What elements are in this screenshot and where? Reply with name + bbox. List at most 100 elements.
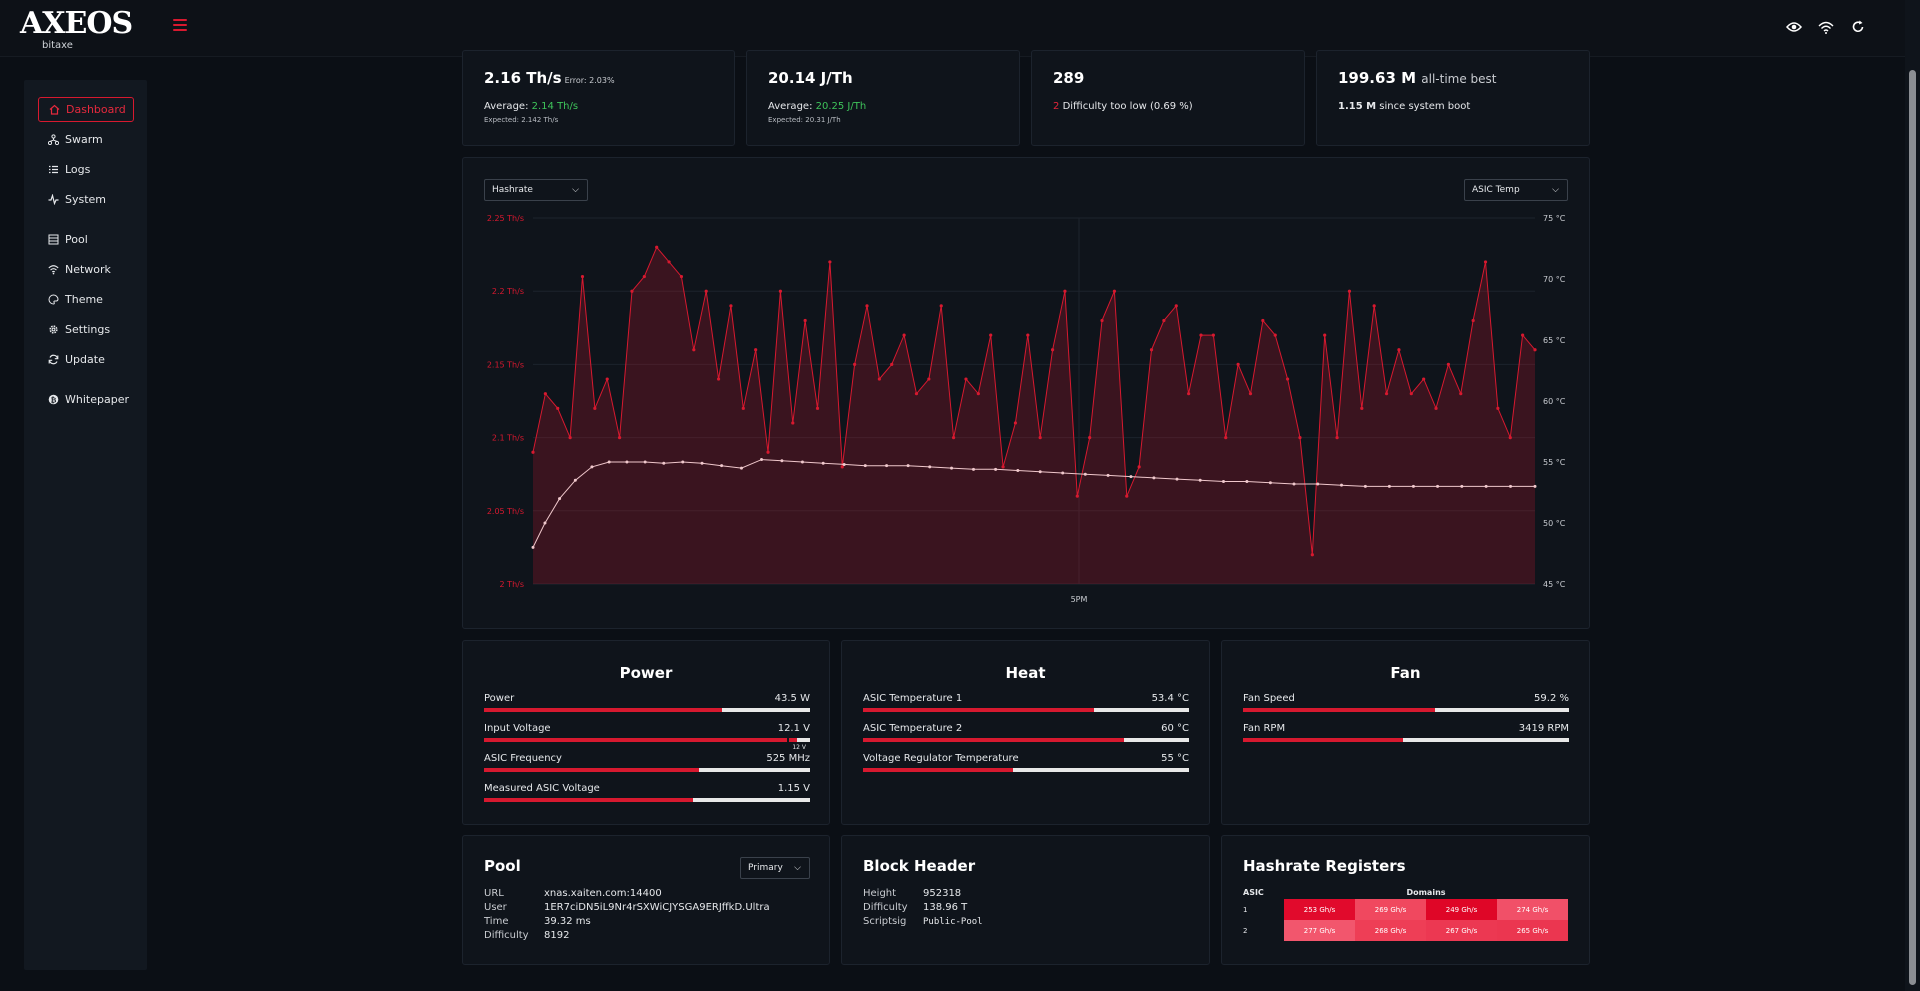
hashrate-point [630,289,634,293]
hashrate-point [778,289,783,293]
sidebar-item-label: Whitepaper [65,393,129,406]
metric-measured-asic-voltage: Measured ASIC Voltage 1.15 V [484,783,810,802]
hashrate-point [593,406,597,410]
asic-temp-point [1038,470,1042,474]
metric-value: 53.4 °C [1151,693,1189,704]
asic-temp-point [1460,484,1464,488]
row-value: 1ER7ciDN5iL9Nr4rSXWiCJYSGA9ERJffkD.Ultra [544,902,770,913]
asic-temp-point [1484,484,1488,488]
wifi-icon[interactable] [1817,18,1835,36]
sitemap-icon [48,134,59,145]
asic-temp-point [1509,484,1513,488]
metric-asic-temperature-1: ASIC Temperature 1 53.4 °C [863,693,1189,712]
asic-temp-point [1245,480,1249,484]
pool-card: Pool Primary ⌵ URL xnas.xaiten.com:14400 U… [462,835,830,965]
asic-temp-point [625,460,629,464]
pool-row-difficulty: Difficulty 8192 [484,930,569,941]
hashrate-point [840,465,844,469]
metric-value: 60 °C [1161,723,1189,734]
hashrate-point [1088,436,1092,440]
metric-progress-bar [484,738,810,742]
sidebar-item-settings[interactable]: Settings [38,317,134,342]
metric-label: Power [484,693,515,704]
pool-row-url: URL xnas.xaiten.com:14400 [484,888,662,899]
asic-temp-point [1363,484,1367,488]
sidebar-item-theme[interactable]: Theme [38,287,134,312]
eye-icon[interactable] [1785,18,1803,36]
metric-value: 3419 RPM [1518,723,1569,734]
asic-temp-point [590,465,594,469]
metric-progress-bar [1243,708,1569,712]
nav-separator [38,377,134,387]
sidebar-item-label: Logs [65,163,91,176]
metric-progress-fill [1243,708,1436,712]
menu-icon[interactable] [173,19,187,34]
refresh-icon[interactable] [1849,18,1867,36]
efficiency-expected: Expected: 20.31 J/Th [768,116,841,124]
metric-label: Fan RPM [1243,723,1286,734]
logo[interactable]: AXEOS bitaxe [20,8,133,52]
page-scrollbar[interactable] [1905,0,1920,991]
table-row: 2 277 Gh/s 268 Gh/s 267 Gh/s 265 Gh/s [1243,920,1568,941]
sidebar-item-logs[interactable]: Logs [38,157,134,182]
asic-temp-point [971,467,975,471]
asic-temp-point [643,460,647,464]
sidebar-item-swarm[interactable]: Swarm [38,127,134,152]
register-cell: 265 Gh/s [1497,920,1568,941]
hashrate-point [1026,333,1030,337]
sidebar-item-dashboard[interactable]: Dashboard [38,97,134,122]
hashrate-point [989,333,993,337]
pool-title: Pool [484,857,521,875]
asic-temp-point [543,521,547,525]
sidebar-item-system[interactable]: System [38,187,134,212]
sidebar-item-update[interactable]: Update [38,347,134,372]
block-header-row-difficulty: Difficulty 138.96 T [863,902,967,913]
metric-label: ASIC Frequency [484,753,562,764]
bitcoin-icon: ₿ [48,394,59,405]
asic-temp-point [720,464,724,468]
metric-progress-bar [1243,738,1569,742]
best-value: 199.63 M [1338,69,1417,87]
metric-progress-fill [484,708,722,712]
nav-separator [38,217,134,227]
row-value: 39.32 ms [544,916,591,927]
block-header-title: Block Header [863,857,976,875]
metric-progress-bar [863,738,1189,742]
metric-progress-fill [484,798,693,802]
pool-select[interactable]: Primary ⌵ [740,857,810,879]
row-value: xnas.xaiten.com:14400 [544,888,662,899]
hashrate-expected: Expected: 2.142 Th/s [484,116,559,124]
metric-label: Measured ASIC Voltage [484,783,600,794]
hashrate-point [791,421,795,425]
row-key: Difficulty [863,902,908,913]
row-key: User [484,902,507,913]
hashrate-point [1285,377,1290,381]
y-right-tick-label: 70 °C [1543,275,1566,284]
hashrate-point [605,377,609,381]
hashrate-point [531,450,535,454]
hashrate-registers-card: Hashrate Registers ASIC Domains 1 253 Gh/… [1221,835,1590,965]
sidebar-item-network[interactable]: Network [38,257,134,282]
row-value: 952318 [923,888,962,899]
hashrate-point [1236,362,1240,366]
rejected-reason: Difficulty too low [1062,101,1147,112]
table-row: 1 253 Gh/s 269 Gh/s 249 Gh/s 274 Gh/s [1243,899,1568,920]
y-right-tick-label: 65 °C [1543,336,1566,345]
hashrate-point [1471,318,1475,323]
hashrate-point [1162,318,1166,323]
right-series-select[interactable]: ASIC Temp ⌵ [1464,179,1568,201]
left-series-select[interactable]: Hashrate ⌵ [484,179,588,201]
block-header-row-scriptsig: Scriptsig Public-Pool [863,916,983,927]
hashrate-point [1174,304,1178,308]
register-cell: 274 Gh/s [1497,899,1568,920]
sidebar-item-pool[interactable]: Pool [38,227,134,252]
sidebar-item-whitepaper[interactable]: ₿ Whitepaper [38,387,134,412]
metric-label: Fan Speed [1243,693,1295,704]
power-title: Power [619,664,673,682]
row-key: URL [484,888,504,899]
metric-progress-fill [863,738,1124,742]
sidebar: Dashboard Swarm Logs System Pool Network Theme… [24,80,147,970]
sync-icon [48,354,59,365]
metric-power: Power 43.5 W [484,693,810,712]
asic-temp-point [1083,472,1087,476]
